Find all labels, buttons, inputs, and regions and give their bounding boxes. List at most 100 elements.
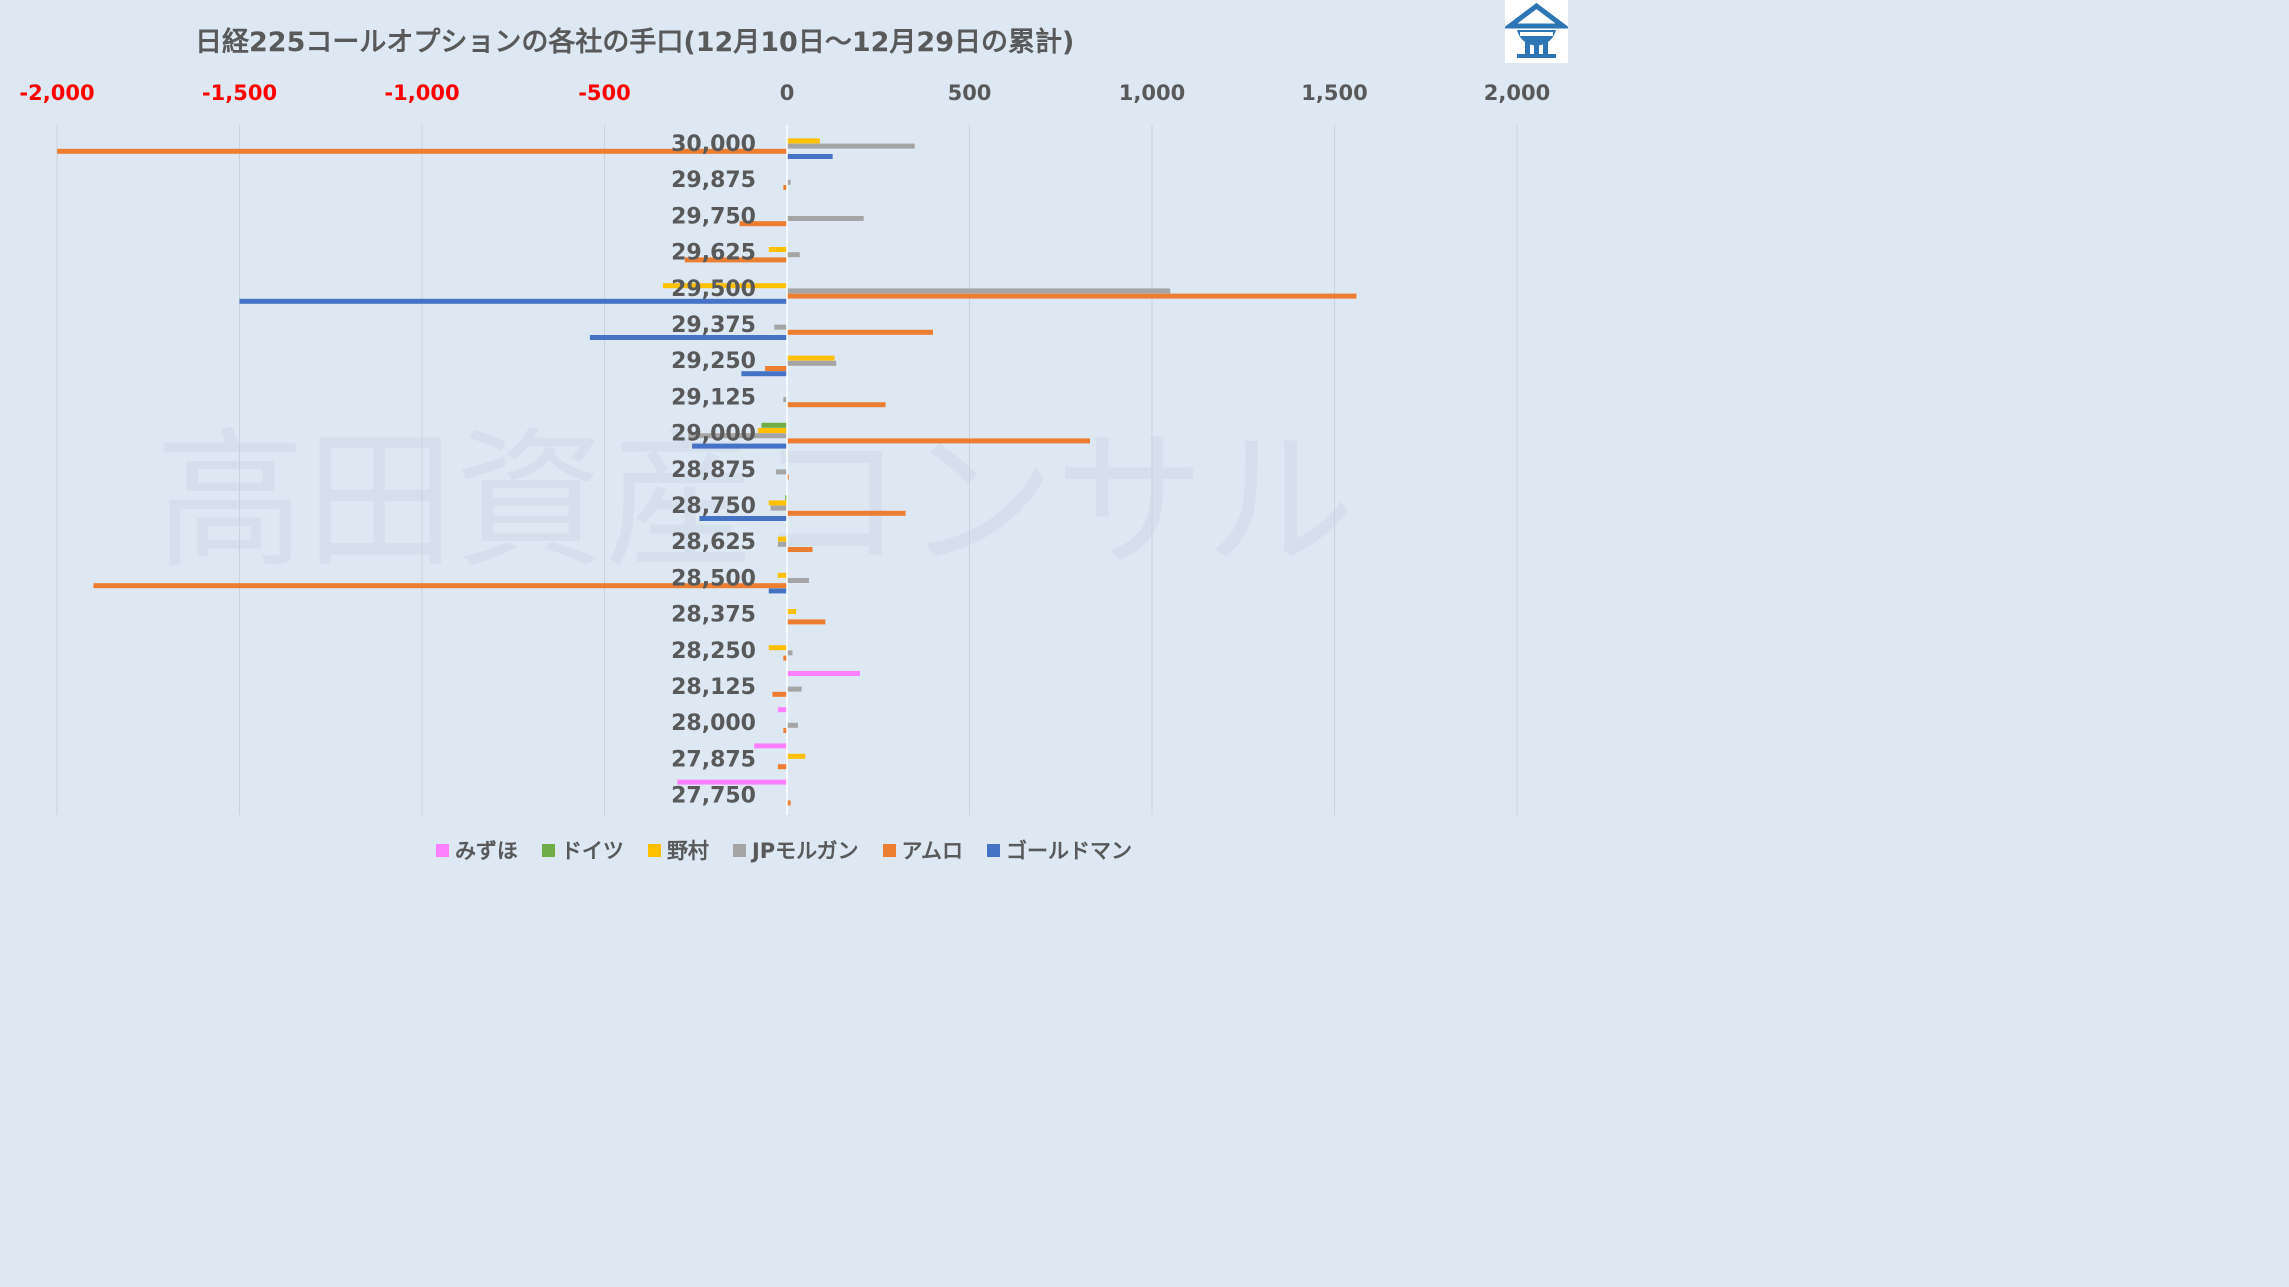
x-tick-label: -1,500 xyxy=(202,81,277,105)
bar xyxy=(589,335,787,340)
legend-label: JPモルガン xyxy=(751,839,859,863)
bar xyxy=(768,500,787,506)
legend-item: ドイツ xyxy=(541,835,624,865)
chart-title: 日経225コールオプションの各社の手口(12月10日～12月29日の累計) xyxy=(195,27,1075,58)
bar xyxy=(787,722,798,728)
legend-swatch xyxy=(732,843,746,857)
x-tick-label: 500 xyxy=(948,81,992,105)
bar xyxy=(662,283,787,289)
bar xyxy=(787,547,813,552)
bar xyxy=(787,510,906,516)
category-label: 29,625 xyxy=(671,241,756,266)
bar xyxy=(787,360,837,366)
bar xyxy=(787,650,793,656)
bar xyxy=(765,366,787,371)
category-label: 29,000 xyxy=(671,422,756,447)
bar xyxy=(783,185,787,190)
x-tick-label: 1,500 xyxy=(1301,81,1367,105)
bar xyxy=(93,583,787,589)
x-tick-label: 0 xyxy=(780,81,795,105)
legend-swatch xyxy=(987,843,1001,857)
legend-swatch xyxy=(435,843,449,857)
bar xyxy=(761,422,787,428)
bar xyxy=(787,609,797,614)
legend-item: みずほ xyxy=(435,835,518,865)
brand-logo xyxy=(1502,0,1571,63)
category-label: 29,375 xyxy=(671,313,756,338)
category-label: 29,750 xyxy=(671,204,756,229)
x-tick-label: 2,000 xyxy=(1484,81,1550,105)
legend-label: ゴールドマン xyxy=(1006,839,1133,863)
category-label: 29,125 xyxy=(671,385,756,410)
bar xyxy=(787,671,860,676)
bar xyxy=(787,402,886,408)
category-label: 27,750 xyxy=(671,784,756,809)
category-label: 28,750 xyxy=(671,494,756,519)
bar xyxy=(777,572,787,578)
legend-swatch xyxy=(647,843,661,857)
legend-swatch xyxy=(541,843,555,857)
bar xyxy=(787,293,1357,299)
bar xyxy=(787,329,933,335)
category-label: 29,875 xyxy=(671,168,756,193)
legend-item: ゴールドマン xyxy=(987,835,1132,865)
bar xyxy=(787,216,864,221)
bar xyxy=(787,578,809,583)
bar xyxy=(770,505,787,511)
bar xyxy=(741,371,787,377)
bar xyxy=(239,298,787,304)
bar xyxy=(783,397,787,402)
category-label: 30,000 xyxy=(671,132,756,157)
bar xyxy=(777,541,787,547)
legend-label: 野村 xyxy=(666,839,709,863)
bar xyxy=(787,355,835,361)
bar xyxy=(772,691,787,697)
category-label: 29,250 xyxy=(671,349,756,374)
bar xyxy=(757,428,787,433)
bar xyxy=(787,252,800,258)
bar xyxy=(787,143,915,149)
legend-label: アムロ xyxy=(901,839,964,863)
bar xyxy=(768,588,787,594)
bar xyxy=(699,516,787,521)
bar xyxy=(777,536,787,542)
legend-item: JPモルガン xyxy=(732,835,859,865)
bar xyxy=(787,438,1090,444)
category-label: 28,000 xyxy=(671,711,756,736)
bar xyxy=(688,433,787,439)
category-label: 28,250 xyxy=(671,639,756,664)
x-tick-label: -500 xyxy=(578,81,631,105)
bar xyxy=(787,179,791,185)
x-tick-label: 1,000 xyxy=(1119,81,1185,105)
category-label: 29,500 xyxy=(671,277,756,302)
bar xyxy=(777,764,787,770)
bar xyxy=(768,645,787,651)
chart-legend: みずほ ドイツ 野村 JPモルガン アムロ ゴールドマン xyxy=(0,835,1568,865)
x-tick-label: -1,000 xyxy=(384,81,459,105)
bar xyxy=(787,288,1171,294)
bar xyxy=(785,495,787,501)
legend-swatch xyxy=(882,843,896,857)
bar xyxy=(787,686,802,692)
bar xyxy=(776,469,787,475)
bar xyxy=(787,800,791,806)
category-label: 28,625 xyxy=(671,530,756,555)
bar-chart: -2,000 -1,500 -1,000 -500 0 500 1,000 1,500 2,00… xyxy=(19,81,1550,815)
category-label: 27,875 xyxy=(671,747,756,772)
category-label: 28,125 xyxy=(671,675,756,700)
legend-item: アムロ xyxy=(882,835,964,865)
bar xyxy=(768,247,787,252)
bar xyxy=(783,655,787,661)
bar xyxy=(57,148,787,154)
bar xyxy=(677,779,787,785)
bar xyxy=(684,257,787,263)
bar xyxy=(787,619,826,625)
legend-label: ドイツ xyxy=(560,839,624,863)
legend-item: 野村 xyxy=(647,835,709,865)
category-label: 28,375 xyxy=(671,603,756,628)
bar xyxy=(787,753,806,759)
category-label: 28,875 xyxy=(671,458,756,483)
x-tick-label: -2,000 xyxy=(19,81,94,105)
bar xyxy=(787,154,833,159)
bar xyxy=(754,743,787,749)
